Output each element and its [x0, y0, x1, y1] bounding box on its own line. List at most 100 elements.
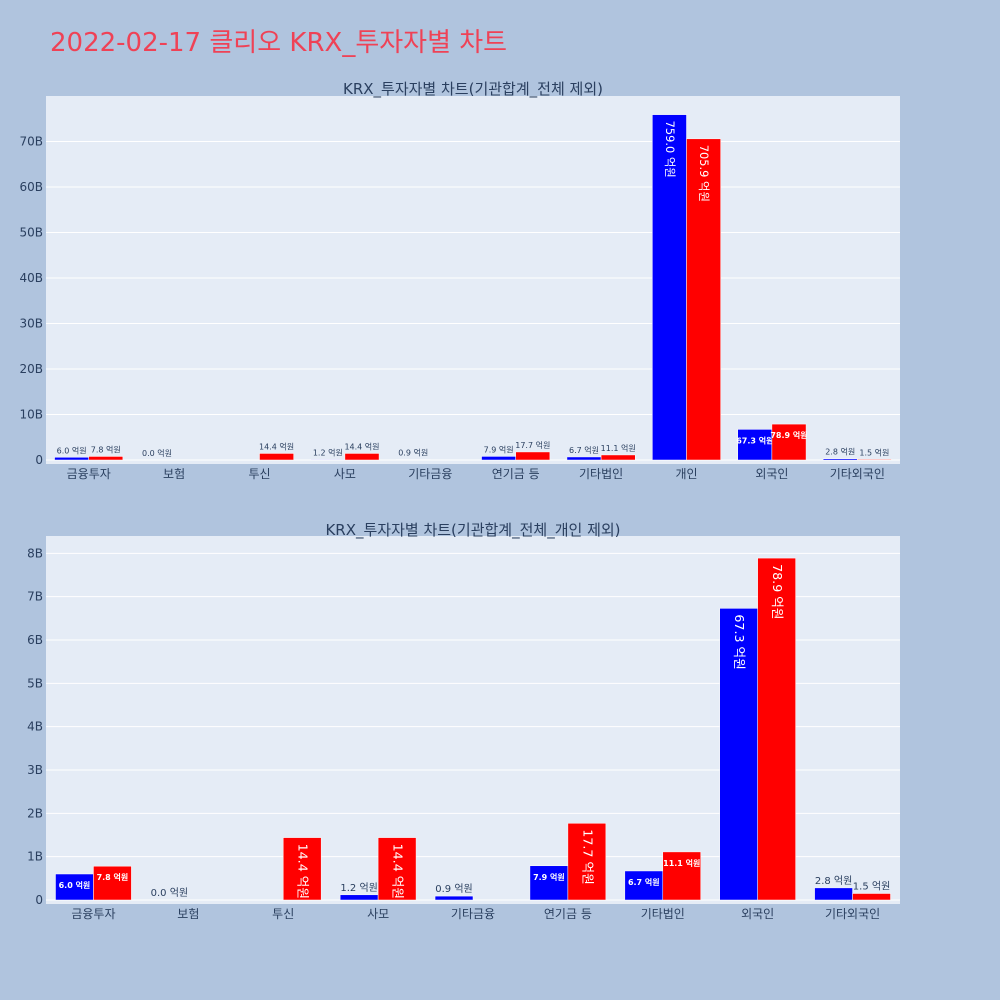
data-label: 1.5 억원: [859, 447, 889, 457]
y-tick-label: 7B: [27, 590, 43, 604]
bar: [600, 454, 636, 461]
bar: [282, 837, 322, 901]
y-tick-label: 3B: [27, 763, 43, 777]
bar: [339, 894, 379, 901]
y-tick-label: 30B: [19, 317, 43, 331]
data-label: 7.8 억원: [97, 872, 129, 882]
x-tick-label: 외국인: [741, 907, 774, 921]
bar: [662, 851, 701, 901]
data-label: 7.9 억원: [533, 872, 565, 882]
bar: [686, 138, 721, 461]
data-label: 14.4 억원: [391, 844, 406, 899]
bar: [515, 451, 551, 461]
y-tick-label: 70B: [19, 135, 43, 149]
bar: [377, 837, 417, 901]
x-tick-label: 투신: [272, 907, 294, 921]
bar: [857, 459, 892, 461]
bar: [567, 823, 607, 901]
y-tick-label: 4B: [27, 720, 43, 734]
data-label: 1.2 억원: [340, 882, 377, 894]
bar: [719, 608, 758, 901]
bar: [566, 456, 602, 461]
y-tick-label: 10B: [19, 408, 43, 422]
data-label: 6.0 억원: [59, 880, 91, 890]
bar: [88, 456, 124, 461]
bar: [822, 458, 858, 461]
bar: [55, 873, 94, 901]
bar: [814, 887, 853, 901]
data-label: 78.9 억원: [770, 430, 807, 440]
data-label: 78.9 억원: [770, 564, 785, 619]
bar: [310, 459, 346, 461]
x-tick-label: 투신: [248, 467, 270, 481]
x-tick-label: 금융투자: [67, 467, 111, 481]
data-label: 11.1 억원: [601, 443, 636, 453]
y-tick-label: 1B: [27, 850, 43, 864]
x-tick-label: 사모: [334, 467, 356, 481]
bar: [757, 557, 796, 901]
data-label: 0.0 억원: [142, 448, 172, 458]
x-tick-label: 개인: [675, 467, 697, 481]
x-tick-label: 금융투자: [71, 907, 115, 921]
bar: [481, 456, 516, 461]
data-label: 1.5 억원: [853, 881, 890, 893]
bar: [624, 870, 664, 901]
data-label: 11.1 억원: [663, 858, 700, 868]
data-label: 0.9 억원: [398, 448, 428, 458]
y-tick-label: 8B: [27, 546, 43, 560]
y-tick-label: 0: [35, 453, 43, 467]
data-label: 1.2 억원: [313, 447, 343, 457]
y-tick-label: 20B: [19, 362, 43, 376]
data-label: 705.9 억원: [697, 145, 711, 202]
y-tick-label: 5B: [27, 676, 43, 690]
bar: [93, 865, 132, 901]
data-label: 14.4 억원: [296, 844, 311, 899]
x-tick-label: 보험: [163, 467, 185, 481]
y-tick-label: 40B: [19, 271, 43, 285]
data-label: 17.7 억원: [515, 440, 550, 450]
data-label: 6.0 억원: [57, 445, 87, 455]
chart-subtitle: KRX_투자자별 차트(기관합계_전체 제외): [343, 80, 603, 99]
x-tick-label: 사모: [367, 907, 389, 921]
x-tick-label: 연기금 등: [492, 467, 540, 481]
bar: [259, 453, 294, 461]
x-tick-label: 기타법인: [641, 907, 685, 921]
x-tick-label: 기타금융: [451, 907, 495, 921]
bar: [434, 895, 474, 901]
bar: [852, 893, 891, 901]
y-tick-label: 60B: [19, 180, 43, 194]
bar: [54, 457, 89, 461]
chart-subtitle: KRX_투자자별 차트(기관합계_전체_개인 제외): [325, 521, 620, 540]
plot-background: [46, 96, 900, 464]
y-tick-label: 2B: [27, 806, 43, 820]
data-label: 6.7 억원: [569, 445, 599, 455]
x-tick-label: 연기금 등: [544, 907, 592, 921]
x-tick-label: 기타법인: [579, 467, 623, 481]
page-title: 2022-02-17 클리오 KRX_투자자별 차트: [50, 28, 508, 58]
y-tick-label: 0: [35, 893, 43, 907]
data-label: 14.4 억원: [344, 441, 379, 451]
bar: [771, 423, 807, 461]
data-label: 759.0 억원: [663, 121, 677, 178]
bar: [344, 453, 380, 461]
data-label: 17.7 억원: [580, 829, 595, 884]
x-tick-label: 외국인: [755, 467, 788, 481]
data-label: 67.3 억원: [736, 435, 773, 445]
data-label: 7.8 억원: [91, 444, 121, 454]
x-tick-label: 보험: [177, 907, 199, 921]
x-tick-label: 기타금융: [408, 467, 452, 481]
bar: [529, 865, 569, 901]
data-label: 14.4 억원: [259, 441, 294, 451]
x-tick-label: 기타외국인: [825, 907, 880, 921]
data-label: 2.8 억원: [825, 447, 855, 457]
y-tick-label: 50B: [19, 226, 43, 240]
y-tick-label: 6B: [27, 633, 43, 647]
data-label: 7.9 억원: [484, 444, 514, 454]
data-label: 67.3 억원: [732, 614, 747, 669]
data-label: 0.0 억원: [151, 887, 188, 899]
data-label: 0.9 억원: [435, 883, 472, 895]
data-label: 6.7 억원: [628, 877, 660, 887]
x-tick-label: 기타외국인: [830, 467, 885, 481]
data-label: 2.8 억원: [815, 875, 852, 887]
